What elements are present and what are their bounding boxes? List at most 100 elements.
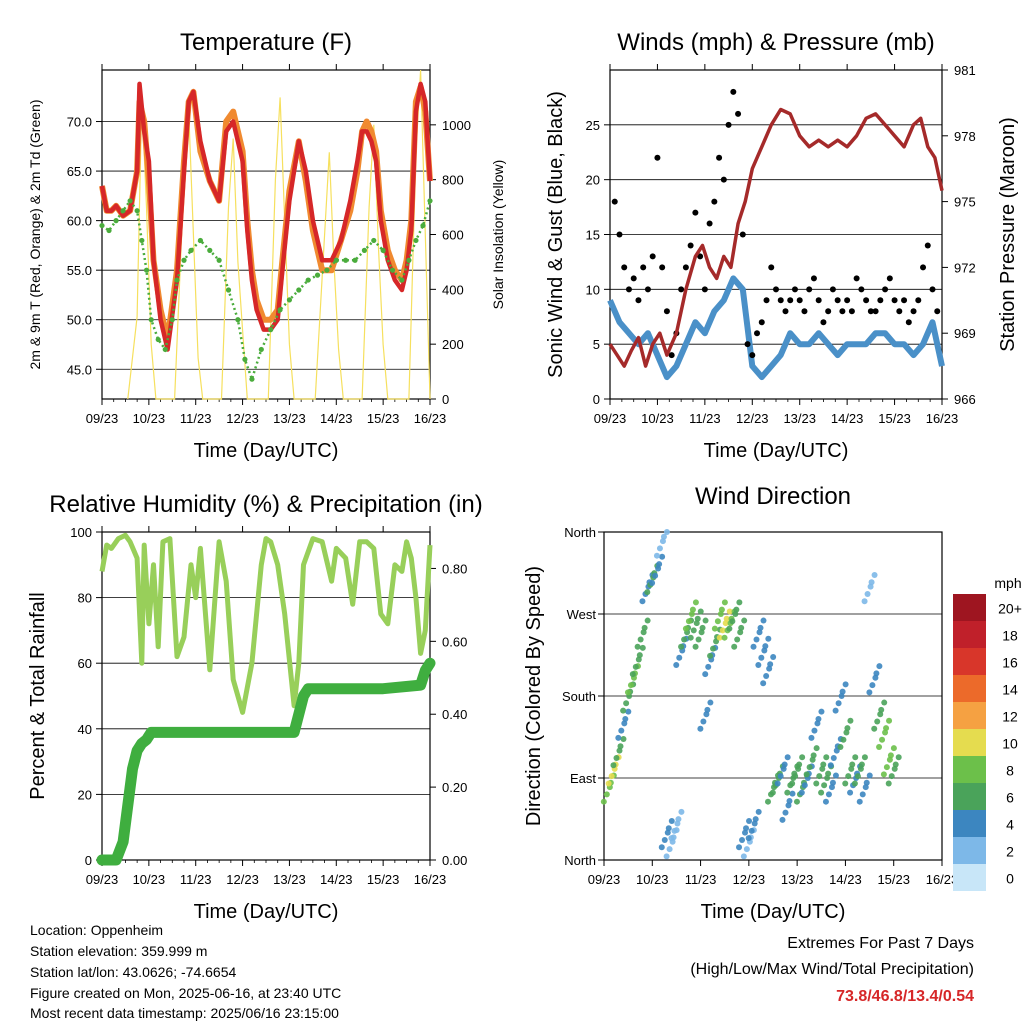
gust-point — [844, 297, 851, 304]
gust-point — [905, 319, 912, 326]
direction-point — [861, 754, 868, 761]
y-tick-label: 60 — [78, 656, 92, 671]
direction-point — [838, 693, 845, 699]
direction-point — [627, 682, 634, 689]
direction-point — [687, 634, 694, 641]
footer-location: Location: Oppenheim — [30, 922, 164, 938]
direction-point — [801, 782, 808, 789]
direction-point — [869, 682, 876, 689]
gust-point — [924, 242, 931, 249]
x-tick-label: 16/23 — [414, 872, 447, 887]
y2-tick-label: 1000 — [442, 118, 471, 133]
y2-axis-label: Station Pressure (Maroon) — [997, 117, 1019, 352]
direction-point — [632, 663, 639, 670]
chart-title: Relative Humidity (%) & Precipitation (i… — [49, 491, 482, 518]
gust-point — [659, 264, 666, 271]
x-tick-label: 10/23 — [133, 872, 166, 887]
direction-point — [789, 790, 796, 797]
direction-point — [634, 643, 641, 650]
direction-point — [639, 598, 646, 605]
direction-point — [779, 816, 786, 823]
y2-axis-label: Solar Insolation (Yellow) — [490, 160, 506, 310]
gust-point — [701, 286, 708, 293]
y2-tick-label: 0.20 — [442, 780, 467, 795]
direction-point — [862, 784, 869, 791]
direction-point — [697, 608, 704, 615]
y-tick-label: 50.0 — [67, 313, 92, 328]
gust-point — [801, 308, 808, 315]
y-tick-label: 80 — [78, 591, 92, 606]
panel-4: North East South West North 09/23 10/23 11/23 12… — [523, 483, 958, 923]
direction-point — [848, 765, 855, 772]
direction-point — [746, 818, 753, 825]
gust-point — [839, 308, 846, 315]
direction-point — [852, 754, 859, 761]
x-axis-label: Time (Day/UTC) — [704, 440, 849, 462]
x-tick-label: 16/23 — [926, 872, 959, 887]
gust-point — [697, 253, 704, 260]
gust-point — [668, 352, 675, 359]
direction-point — [620, 736, 627, 743]
y-axis-label: 2m & 9m T (Red, Orange) & 2m Td (Green) — [27, 100, 43, 370]
direction-point — [681, 636, 688, 643]
direction-point — [685, 618, 692, 625]
x-tick-label: 12/23 — [736, 411, 769, 426]
x-tick-label: 09/23 — [588, 872, 621, 887]
direction-point — [690, 627, 697, 634]
direction-point — [621, 720, 628, 727]
colorbar-swatch — [953, 675, 986, 702]
direction-point — [847, 717, 854, 724]
x-tick-label: 12/23 — [226, 872, 259, 887]
gust-point — [896, 308, 903, 315]
direction-point — [876, 744, 883, 751]
colorbar-swatch — [953, 702, 986, 729]
y-tick-label: West — [567, 607, 597, 622]
dewpoint-point — [286, 297, 293, 303]
direction-point — [874, 718, 881, 725]
chart-title: Winds (mph) & Pressure (mb) — [617, 29, 934, 56]
direction-point — [809, 756, 816, 763]
footer-latlon: Station lat/lon: 43.0626; -74.6654 — [30, 964, 237, 980]
direction-point — [782, 809, 789, 816]
direction-point — [740, 853, 747, 860]
colorbar-label: 8 — [1006, 763, 1014, 779]
direction-point — [830, 754, 837, 761]
direction-point — [780, 765, 787, 772]
direction-point — [880, 771, 887, 778]
direction-point — [663, 529, 670, 535]
x-tick-label: 13/23 — [273, 872, 306, 887]
extremes-subtitle: (High/Low/Max Wind/Total Precipitation) — [690, 961, 974, 978]
direction-point — [832, 707, 839, 714]
direction-point — [816, 773, 823, 780]
direction-point — [711, 625, 718, 632]
y-tick-label: 20 — [78, 787, 92, 802]
direction-point — [668, 818, 675, 825]
direction-point — [640, 629, 647, 636]
gust-point — [663, 308, 670, 315]
direction-point — [876, 663, 883, 670]
x-axis-label: Time (Day/UTC) — [194, 901, 339, 923]
colorbar-swatch — [953, 621, 986, 648]
direction-point — [789, 780, 796, 787]
extremes-values: 73.8/46.8/13.4/0.54 — [836, 988, 974, 1005]
gust-point — [929, 286, 936, 293]
gust-point — [934, 308, 941, 315]
direction-point — [822, 798, 829, 805]
direction-point — [664, 829, 671, 836]
direction-point — [813, 780, 820, 787]
y2-tick-label: 978 — [954, 129, 976, 144]
y2-tick-label: 800 — [442, 173, 464, 188]
gust-point — [853, 275, 860, 282]
direction-point — [729, 618, 736, 625]
direction-point — [615, 734, 622, 741]
colorbar-swatch — [953, 810, 986, 837]
y-axis-label: Sonic Wind & Gust (Blue, Black) — [545, 91, 567, 378]
x-tick-label: 15/23 — [877, 872, 910, 887]
gust-point — [616, 231, 623, 238]
direction-point — [832, 772, 839, 779]
dewpoint-point — [352, 257, 358, 263]
direction-point — [703, 711, 710, 718]
y-tick-label: 70.0 — [67, 115, 92, 130]
y2-tick-label: 600 — [442, 228, 464, 243]
x-tick-label: 12/23 — [226, 411, 259, 426]
